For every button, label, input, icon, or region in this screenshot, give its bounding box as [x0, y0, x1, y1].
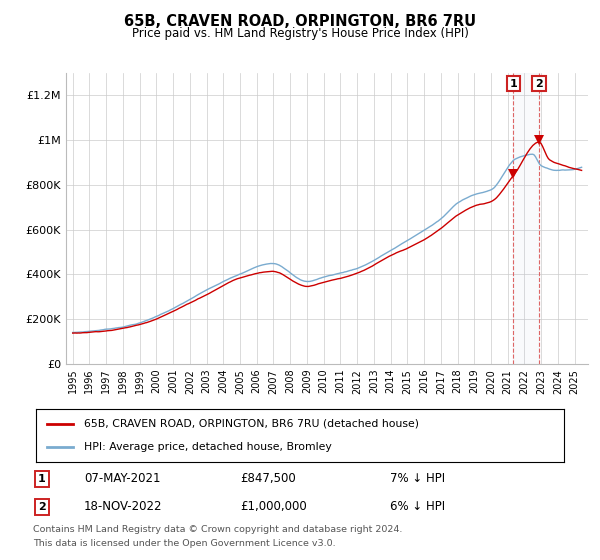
Text: 2: 2 — [535, 78, 543, 88]
Text: 1: 1 — [38, 474, 46, 484]
Text: 07-MAY-2021: 07-MAY-2021 — [84, 472, 161, 486]
Text: 65B, CRAVEN ROAD, ORPINGTON, BR6 7RU: 65B, CRAVEN ROAD, ORPINGTON, BR6 7RU — [124, 14, 476, 29]
Text: 7% ↓ HPI: 7% ↓ HPI — [390, 472, 445, 486]
Text: 18-NOV-2022: 18-NOV-2022 — [84, 500, 163, 514]
Text: £1,000,000: £1,000,000 — [240, 500, 307, 514]
Text: 65B, CRAVEN ROAD, ORPINGTON, BR6 7RU (detached house): 65B, CRAVEN ROAD, ORPINGTON, BR6 7RU (de… — [83, 419, 419, 429]
Text: Price paid vs. HM Land Registry's House Price Index (HPI): Price paid vs. HM Land Registry's House … — [131, 27, 469, 40]
Text: Contains HM Land Registry data © Crown copyright and database right 2024.: Contains HM Land Registry data © Crown c… — [33, 525, 403, 534]
Text: This data is licensed under the Open Government Licence v3.0.: This data is licensed under the Open Gov… — [33, 539, 335, 548]
Bar — [513, 73, 539, 364]
Text: £847,500: £847,500 — [240, 472, 296, 486]
Text: 2: 2 — [38, 502, 46, 512]
Text: 1: 1 — [509, 78, 517, 88]
Text: HPI: Average price, detached house, Bromley: HPI: Average price, detached house, Brom… — [83, 442, 331, 452]
Text: 6% ↓ HPI: 6% ↓ HPI — [390, 500, 445, 514]
